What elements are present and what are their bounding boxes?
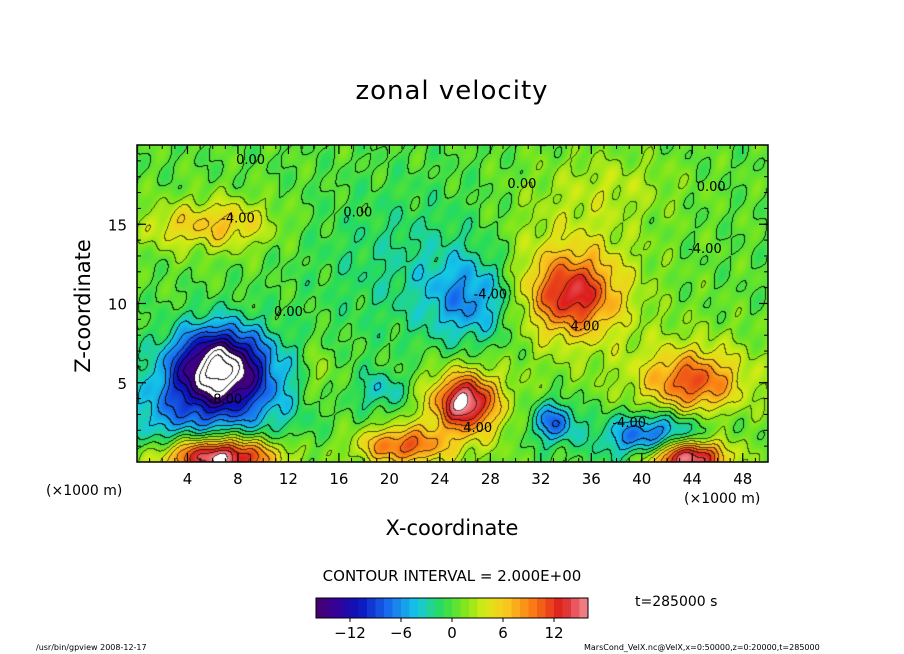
colorbar-segment	[443, 598, 453, 618]
colorbar-segment	[469, 598, 478, 618]
colorbar-segment	[392, 598, 402, 618]
colorbar-segment	[528, 598, 538, 618]
colorbar-segment	[350, 598, 359, 618]
colorbar-segment	[409, 598, 419, 618]
colorbar-segment	[503, 598, 512, 618]
x-tick-label: 12	[279, 470, 298, 488]
colorbar-segment	[324, 598, 334, 618]
contour-label: 4.00	[571, 319, 600, 334]
colorbar-segment	[460, 598, 470, 618]
time-text: t=285000 s	[635, 594, 718, 610]
contour-label: -8.00	[209, 392, 243, 407]
colorbar-segment	[375, 598, 385, 618]
x-tick-label: 4	[183, 470, 193, 488]
contour-label: -4.00	[688, 242, 722, 257]
colorbar-segment	[435, 598, 444, 618]
contour-label: -4.00	[612, 416, 646, 431]
colorbar-segment	[316, 598, 325, 618]
colorbar-segment	[537, 598, 546, 618]
colorbar-segment	[520, 598, 529, 618]
contour-label: 4.00	[463, 421, 492, 436]
contour-label: 0.00	[343, 205, 372, 220]
colorbar-tick-label: −12	[334, 624, 366, 642]
colorbar: −12 −6 0 6 12	[315, 597, 589, 642]
colorbar-segment	[579, 598, 589, 618]
contour-interval-text: CONTOUR INTERVAL = 2.000E+00	[322, 567, 582, 585]
y-tick-label: 15	[108, 216, 127, 234]
colorbar-segment	[554, 598, 563, 618]
x-axis-label: X-coordinate	[385, 516, 519, 540]
chart-title: zonal velocity	[355, 76, 549, 106]
contour-label: 0.00	[274, 305, 303, 320]
x-tick-label: 40	[632, 470, 651, 488]
x-tick-label: 28	[481, 470, 500, 488]
colorbar-segment	[418, 598, 427, 618]
x-unit-label-right: (×1000 m)	[684, 491, 761, 507]
colorbar-tick-label: 6	[498, 624, 508, 642]
x-tick-label: 16	[329, 470, 348, 488]
x-tick-label: 32	[531, 470, 550, 488]
colorbar-tick-label: 0	[447, 624, 457, 642]
footer-right-text: MarsCond_VelX.nc@VelX,x=0:50000,z=0:2000…	[584, 643, 820, 652]
colorbar-segment	[511, 598, 521, 618]
colorbar-segment	[333, 598, 342, 618]
velocity-field-image	[137, 145, 768, 462]
y-tick-label: 5	[117, 375, 127, 393]
footer-left-text: /usr/bin/gpview 2008-12-17	[36, 643, 147, 652]
x-tick-label: 44	[683, 470, 702, 488]
contour-label: -4.00	[221, 212, 255, 227]
contour-label: 0.00	[697, 180, 726, 195]
colorbar-segment	[384, 598, 393, 618]
contour-label: 0.00	[507, 177, 536, 192]
colorbar-tick-label: 12	[544, 624, 563, 642]
colorbar-segment	[452, 598, 461, 618]
x-unit-label-left: (×1000 m)	[46, 483, 123, 499]
x-tick-label: 48	[733, 470, 752, 488]
colorbar-segment	[401, 598, 410, 618]
contour-label: -4.00	[474, 288, 508, 303]
x-tick-label: 20	[380, 470, 399, 488]
colorbar-segment	[426, 598, 436, 618]
colorbar-segment	[571, 598, 580, 618]
x-tick-label: 8	[233, 470, 243, 488]
colorbar-segment	[341, 598, 351, 618]
contour-label: 0.00	[236, 153, 265, 168]
colorbar-segment	[367, 598, 376, 618]
colorbar-segment	[477, 598, 487, 618]
y-tick-label: 10	[108, 296, 127, 314]
contour-labels-layer: 0.00 0.00 0.00 0.00 -4.00 0.00 -4.00 4.00 -8.00 4…	[209, 153, 726, 436]
colorbar-segment	[358, 598, 368, 618]
colorbar-tick-label: −6	[390, 624, 412, 642]
colorbar-segment	[545, 598, 555, 618]
colorbar-segment	[486, 598, 495, 618]
colorbar-segment	[562, 598, 572, 618]
x-tick-label: 24	[430, 470, 449, 488]
x-tick-label: 36	[582, 470, 601, 488]
colorbar-segment	[494, 598, 504, 618]
